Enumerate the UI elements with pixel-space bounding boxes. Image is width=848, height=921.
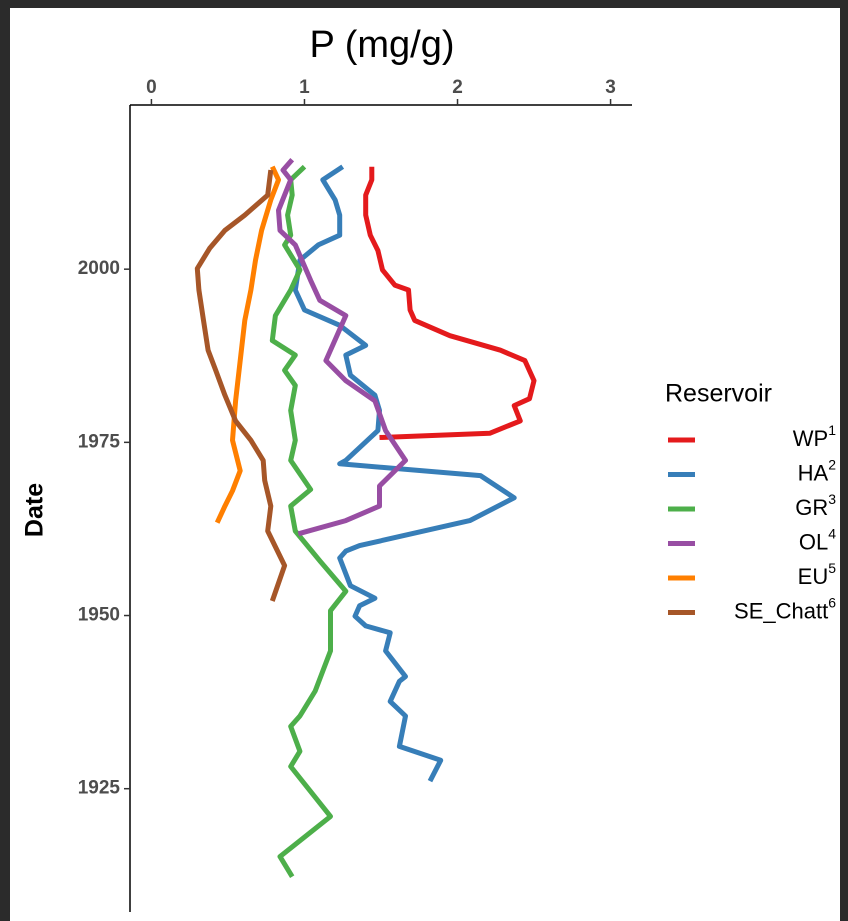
legend-name: EU <box>798 564 829 589</box>
series-line <box>269 164 349 878</box>
legend-name: HA <box>798 460 829 485</box>
legend-name: GR <box>795 495 828 520</box>
y-tick-label: 2000 <box>78 258 120 279</box>
x-tick-label: 1 <box>299 77 310 98</box>
legend-superscript: 2 <box>828 456 836 472</box>
legend-label: OL4 <box>799 525 836 554</box>
series-line <box>276 158 408 537</box>
legend-label: HA2 <box>798 456 837 485</box>
legend-label: WP1 <box>793 422 836 451</box>
legend-superscript: 3 <box>828 491 836 507</box>
y-tick-label: 1975 <box>78 431 121 452</box>
series-line <box>194 169 288 602</box>
legend-label: GR3 <box>795 491 836 520</box>
legend-name: OL <box>799 529 828 554</box>
series-line <box>214 165 281 524</box>
x-tick-label: 3 <box>605 77 616 98</box>
legend-superscript: 1 <box>828 422 836 438</box>
legend-title: Reservoir <box>665 380 772 408</box>
y-tick-label: 1950 <box>78 605 120 626</box>
legend-name: WP <box>793 426 828 451</box>
panel <box>10 8 840 921</box>
legend-superscript: 5 <box>828 560 836 576</box>
series-line <box>363 166 537 440</box>
chart-title: P (mg/g) <box>309 24 454 66</box>
y-axis-title: Date <box>21 483 49 537</box>
legend-name: SE_Chatt <box>734 598 828 623</box>
x-tick-label: 2 <box>452 77 463 98</box>
legend-label: EU5 <box>798 560 837 589</box>
x-tick-label: 0 <box>146 77 157 98</box>
legend-label: SE_Chatt6 <box>734 594 836 623</box>
legend-superscript: 6 <box>828 594 836 610</box>
y-tick-label: 1925 <box>78 778 121 799</box>
legend-superscript: 4 <box>828 525 836 541</box>
